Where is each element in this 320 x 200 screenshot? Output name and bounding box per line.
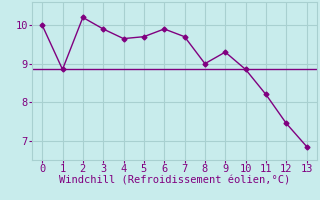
X-axis label: Windchill (Refroidissement éolien,°C): Windchill (Refroidissement éolien,°C): [59, 176, 290, 186]
